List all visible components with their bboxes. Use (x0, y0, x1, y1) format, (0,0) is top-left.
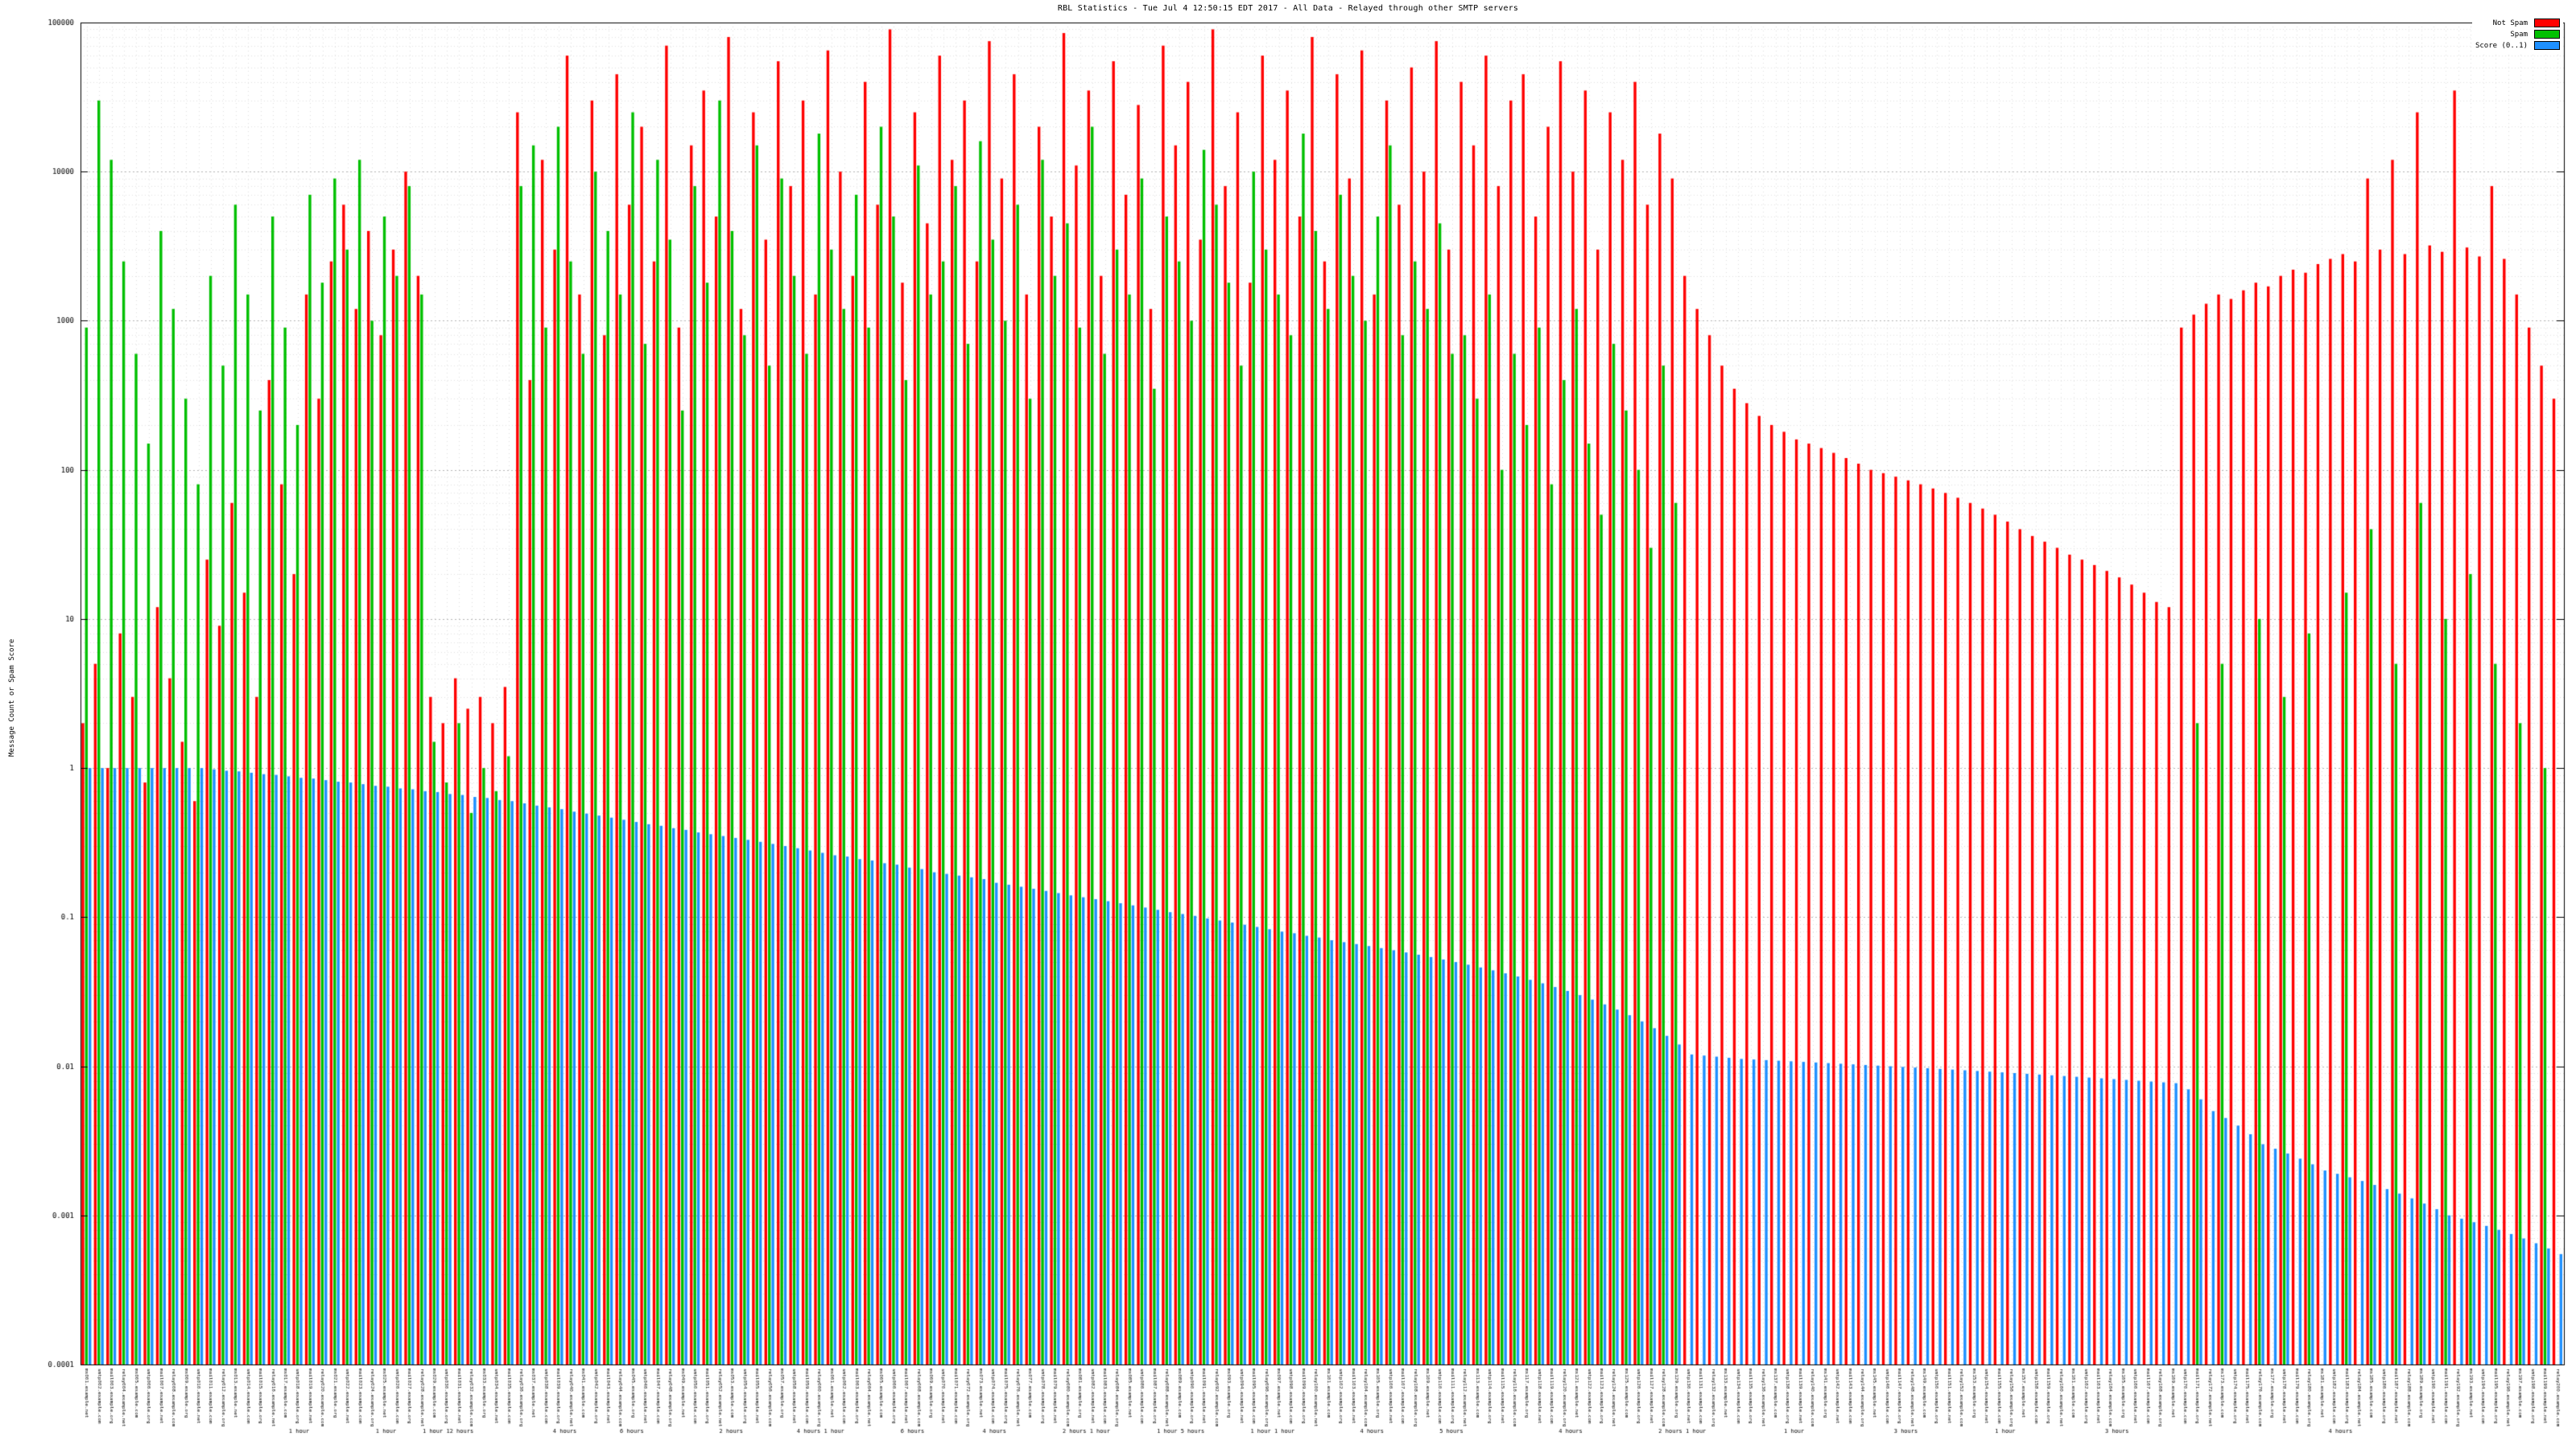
legend: Not Spam Spam Score (0..1) (2471, 16, 2563, 52)
y-axis-label: Message Count or Spam Score (8, 638, 16, 757)
legend-swatch-not-spam (2534, 19, 2560, 27)
legend-label-score: Score (0..1) (2475, 41, 2528, 50)
legend-item-score: Score (0..1) (2475, 41, 2560, 50)
legend-swatch-spam (2534, 30, 2560, 39)
legend-label-not-spam: Not Spam (2492, 19, 2528, 27)
legend-swatch-score (2534, 41, 2560, 50)
chart-title: RBL Statistics - Tue Jul 4 12:50:15 EDT … (1057, 4, 1519, 13)
legend-label-spam: Spam (2510, 30, 2528, 39)
legend-item-not-spam: Not Spam (2475, 19, 2560, 27)
legend-item-spam: Spam (2475, 30, 2560, 39)
